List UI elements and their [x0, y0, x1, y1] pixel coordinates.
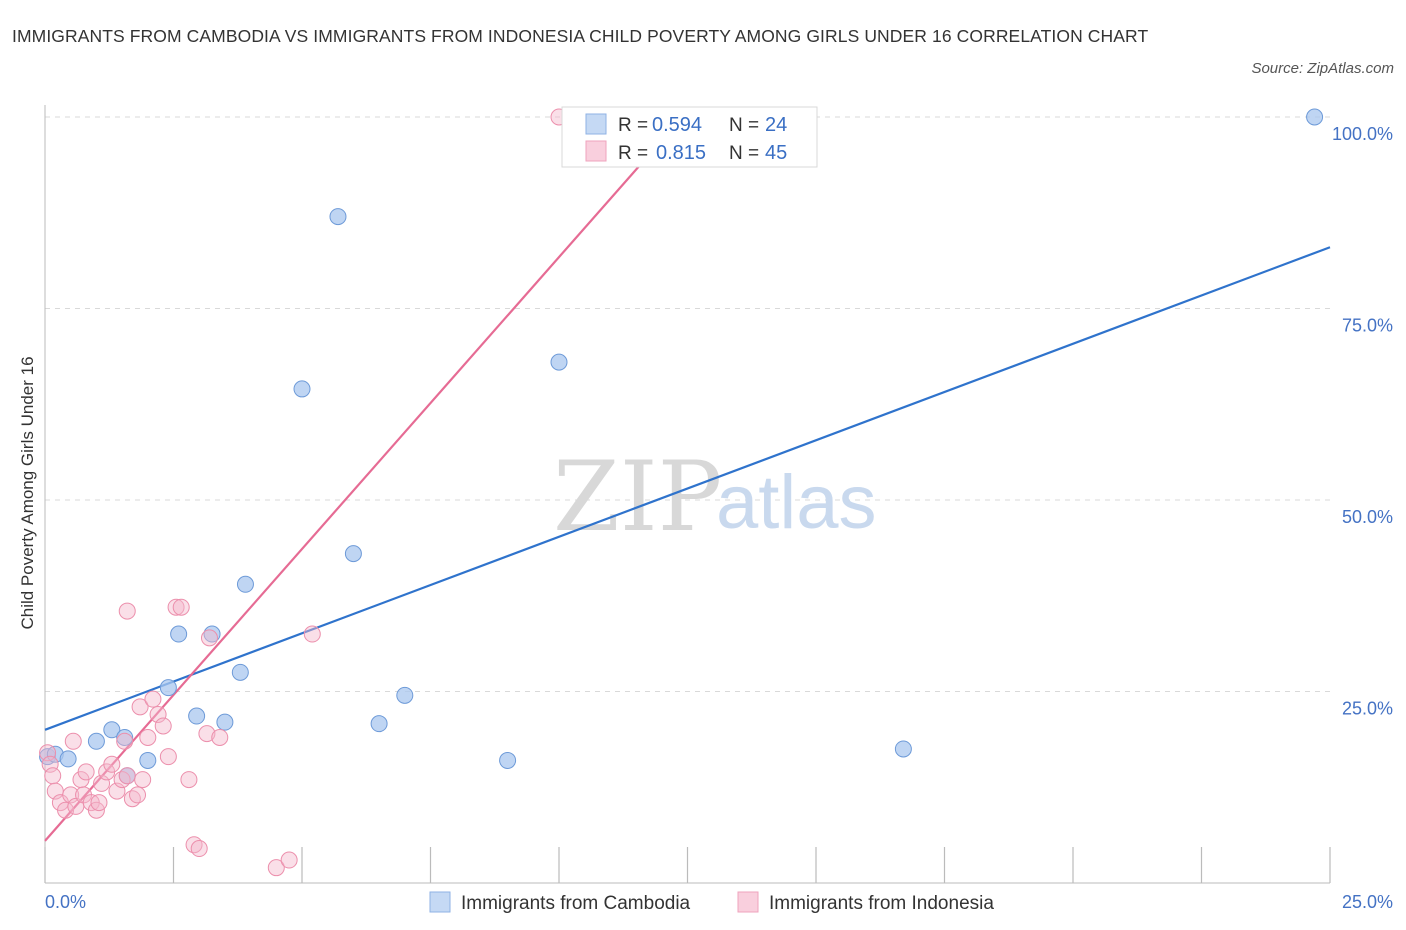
y-tick-label-2: 75.0% [1342, 316, 1393, 336]
point-cambodia-22 [894, 740, 912, 758]
tick-labels: 25.0% 50.0% 75.0% 100.0% 0.0% 25.0% [45, 124, 1393, 912]
point-indonesia-41 [118, 602, 136, 620]
x-tick-label-0: 0.0% [45, 892, 86, 912]
point-indonesia-22 [129, 786, 147, 804]
point-cambodia-2 [59, 750, 77, 768]
point-cambodia-9 [170, 625, 188, 643]
point-indonesia-34 [190, 840, 208, 858]
legend-r-label-indonesia: R = [618, 143, 648, 164]
point-cambodia-15 [293, 380, 311, 398]
trend-line-cambodia [44, 246, 1331, 731]
point-indonesia-20 [118, 767, 136, 785]
watermark: ZIP atlas [553, 441, 877, 553]
legend-n-value-indonesia: 45 [765, 142, 787, 164]
point-indonesia-44 [64, 732, 82, 750]
legend-n-label-cambodia: N = [729, 115, 759, 136]
point-cambodia-5 [116, 728, 134, 746]
chart-title: IMMIGRANTS FROM CAMBODIA VS IMMIGRANTS F… [12, 26, 1149, 46]
point-indonesia-32 [180, 771, 198, 789]
point-indonesia-2 [44, 767, 62, 785]
grid-lines [45, 116, 1330, 692]
y-tick-label-0: 25.0% [1342, 699, 1393, 719]
point-cambodia-16 [329, 208, 347, 226]
point-indonesia-39 [280, 851, 298, 869]
legend-r-label-cambodia: R = [618, 115, 648, 136]
data-points [39, 108, 1324, 877]
point-indonesia-10 [77, 763, 95, 781]
point-indonesia-24 [131, 698, 149, 716]
y-tick-label-3: 100.0% [1332, 124, 1393, 144]
watermark-atlas: atlas [716, 460, 877, 545]
point-cambodia-13 [231, 663, 249, 681]
legend-swatch-cambodia [585, 113, 607, 135]
point-cambodia-4 [103, 721, 121, 739]
legend-n-label-indonesia: N = [729, 143, 759, 164]
x-tick-label-1: 25.0% [1342, 892, 1393, 912]
series-legend-swatch-cambodia [429, 891, 451, 913]
point-indonesia-25 [139, 728, 157, 746]
point-cambodia-23 [1306, 108, 1324, 126]
point-indonesia-31 [172, 598, 190, 616]
point-indonesia-38 [267, 859, 285, 877]
series-legend-label-cambodia: Immigrants from Cambodia [461, 893, 691, 914]
point-indonesia-26 [144, 690, 162, 708]
point-indonesia-40 [303, 625, 321, 643]
legend-swatch-indonesia [585, 140, 607, 162]
point-cambodia-21 [550, 353, 568, 371]
point-indonesia-13 [90, 794, 108, 812]
point-cambodia-14 [236, 575, 254, 593]
trend-lines [44, 116, 1331, 842]
point-indonesia-16 [103, 755, 121, 773]
point-cambodia-12 [216, 713, 234, 731]
point-indonesia-30 [167, 598, 185, 616]
point-cambodia-10 [188, 707, 206, 725]
point-cambodia-3 [87, 732, 105, 750]
series-legend-label-indonesia: Immigrants from Indonesia [769, 893, 994, 914]
legend-n-value-cambodia: 24 [765, 114, 787, 136]
point-cambodia-19 [396, 686, 414, 704]
axes [44, 105, 1331, 884]
point-cambodia-18 [370, 715, 388, 733]
point-indonesia-19 [116, 732, 134, 750]
point-cambodia-17 [344, 545, 362, 563]
source-label: Source: ZipAtlas.com [1251, 60, 1394, 77]
point-indonesia-28 [154, 717, 172, 735]
point-indonesia-37 [211, 728, 229, 746]
point-indonesia-36 [200, 629, 218, 647]
point-cambodia-20 [499, 751, 517, 769]
y-axis-title: Child Poverty Among Girls Under 16 [18, 356, 37, 629]
point-cambodia-7 [139, 751, 157, 769]
stats-legend: R = 0.594 N = 24 R = 0.815 N = 45 [561, 106, 818, 168]
trend-line-indonesia [44, 116, 684, 842]
point-indonesia-23 [134, 771, 152, 789]
point-cambodia-8 [159, 679, 177, 697]
point-indonesia-35 [198, 725, 216, 743]
point-indonesia-29 [159, 748, 177, 766]
legend-r-value-cambodia: 0.594 [652, 114, 702, 136]
series-legend: Immigrants from Cambodia Immigrants from… [429, 891, 994, 914]
y-tick-label-1: 50.0% [1342, 507, 1393, 527]
legend-r-value-indonesia: 0.815 [656, 142, 706, 164]
series-legend-swatch-indonesia [737, 891, 759, 913]
point-indonesia-5 [57, 801, 75, 819]
watermark-zip: ZIP [553, 441, 722, 553]
